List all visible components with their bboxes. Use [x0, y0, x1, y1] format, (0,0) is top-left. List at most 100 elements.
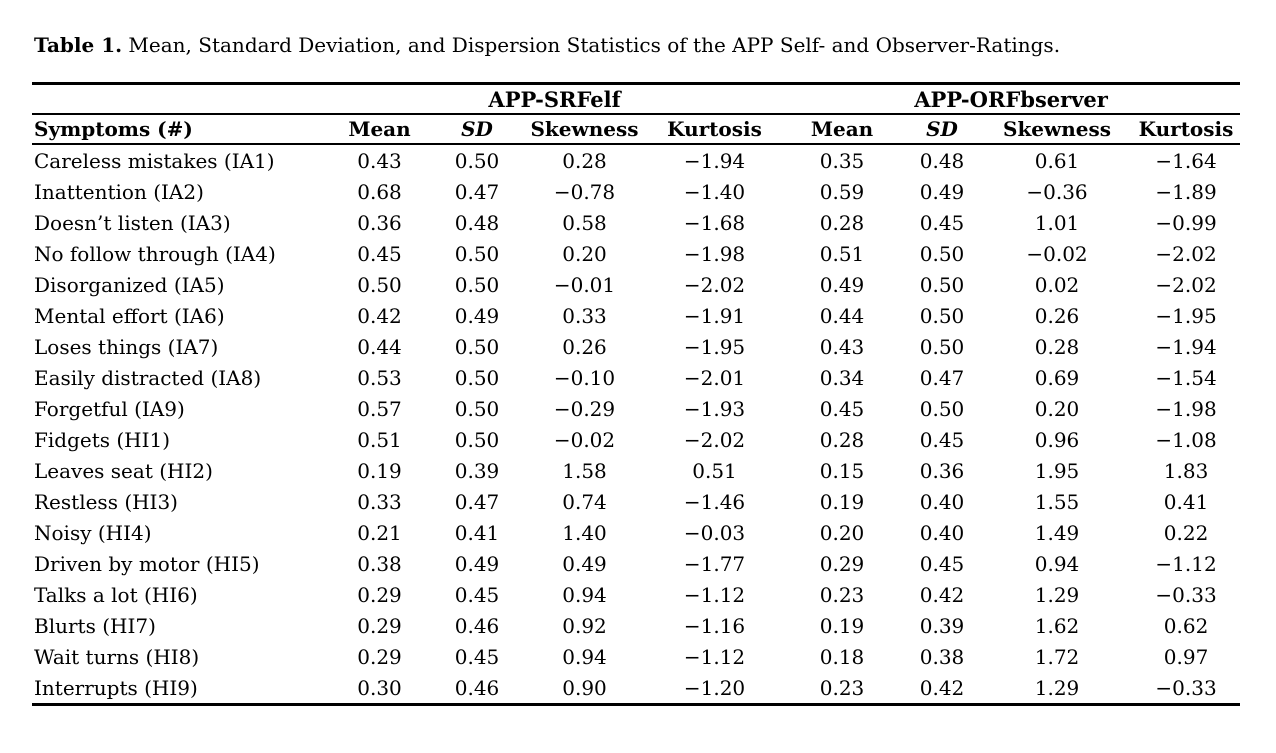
value-cell: 0.39 [454, 458, 500, 483]
value-cell: 1.01 [1034, 210, 1080, 235]
value-cell: 0.94 [1034, 551, 1080, 576]
value-cell: −1.94 [1155, 334, 1217, 359]
value-cell: 0.50 [454, 427, 500, 452]
value-cell: 0.68 [357, 179, 402, 204]
symptom-cell: Leaves seat (HI2) [34, 458, 213, 483]
value-cell: 1.55 [1034, 489, 1080, 514]
value-cell: 0.61 [1034, 148, 1080, 173]
symptom-cell: Restless (HI3) [34, 489, 178, 514]
symptom-cell: Easily distracted (IA8) [34, 365, 262, 390]
value-cell: 0.28 [1034, 334, 1080, 359]
column-header-kurtosis-observer: Kurtosis [1132, 114, 1241, 145]
value-cell: 0.43 [357, 148, 402, 173]
value-cell: −1.12 [683, 644, 746, 669]
value-cell: 0.29 [357, 582, 402, 607]
value-cell: 0.62 [1163, 613, 1209, 638]
value-cell: 0.49 [562, 551, 607, 576]
column-header-row: Symptoms (#) Mean SD Skewness Kurtosis M… [32, 114, 1241, 145]
symptom-cell: Noisy (HI4) [34, 520, 152, 545]
value-cell: −0.03 [683, 520, 746, 545]
symptom-cell: Loses things (IA7) [34, 334, 219, 359]
symptom-cell: Careless mistakes (IA1) [34, 148, 275, 173]
value-cell: 0.97 [1163, 644, 1209, 669]
value-cell: −1.40 [683, 179, 746, 204]
value-cell: −1.12 [1155, 551, 1217, 576]
table-caption: Table 1. Mean, Standard Deviation, and D… [34, 32, 1240, 58]
value-cell: 0.50 [919, 303, 965, 328]
value-cell: −2.01 [683, 365, 746, 390]
value-cell: −1.95 [683, 334, 746, 359]
value-cell: 0.53 [357, 365, 402, 390]
value-cell: 0.15 [819, 458, 865, 483]
value-cell: 0.58 [562, 210, 607, 235]
value-cell: 0.50 [454, 148, 500, 173]
value-cell: 0.48 [454, 210, 500, 235]
value-cell: 0.41 [1163, 489, 1209, 514]
symptom-cell: Forgetful (IA9) [34, 396, 185, 421]
value-cell: 0.45 [919, 427, 965, 452]
value-cell: 1.29 [1034, 675, 1080, 700]
group-header-spacer [32, 83, 327, 115]
value-cell: 0.43 [819, 334, 865, 359]
value-cell: 0.50 [454, 365, 500, 390]
value-cell: 0.40 [919, 520, 965, 545]
value-cell: 1.62 [1034, 613, 1080, 638]
table-row: Wait turns (HI8) 0.29 0.45 0.94 −1.12 0.… [32, 641, 1240, 672]
value-cell: 0.50 [454, 396, 500, 421]
symptom-cell: Inattention (IA2) [34, 179, 204, 204]
table-row: Interrupts (HI9) 0.30 0.46 0.90 −1.20 0.… [32, 672, 1240, 705]
value-cell: 0.50 [919, 396, 965, 421]
value-cell: 1.49 [1034, 520, 1080, 545]
value-cell: 1.72 [1034, 644, 1080, 669]
value-cell: 0.49 [454, 303, 500, 328]
value-cell: 0.45 [919, 210, 965, 235]
value-cell: 0.57 [357, 396, 402, 421]
value-cell: 0.42 [357, 303, 402, 328]
value-cell: 1.83 [1163, 458, 1209, 483]
value-cell: −1.95 [1155, 303, 1217, 328]
table-row: Doesn’t listen (IA3) 0.36 0.48 0.58 −1.6… [32, 207, 1240, 238]
value-cell: −1.98 [683, 241, 746, 266]
value-cell: −1.89 [1155, 179, 1217, 204]
value-cell: 0.42 [919, 675, 965, 700]
value-cell: 0.21 [357, 520, 402, 545]
table-body: Careless mistakes (IA1) 0.43 0.50 0.28 −… [32, 144, 1240, 705]
symptom-cell: Blurts (HI7) [34, 613, 156, 638]
value-cell: −1.12 [683, 582, 746, 607]
statistics-table: APP-SRFelf APP-ORFbserver Symptoms (#) M… [32, 82, 1241, 706]
value-cell: 0.38 [357, 551, 402, 576]
table-row: Loses things (IA7) 0.44 0.50 0.26 −1.95 … [32, 331, 1240, 362]
value-cell: 0.51 [692, 458, 737, 483]
value-cell: 0.69 [1034, 365, 1080, 390]
table-caption-label: Table 1. [34, 33, 123, 57]
value-cell: −1.20 [683, 675, 746, 700]
value-cell: 0.02 [1034, 272, 1080, 297]
symptom-cell: Driven by motor (HI5) [34, 551, 260, 576]
value-cell: 0.20 [1034, 396, 1080, 421]
value-cell: −0.33 [1155, 675, 1217, 700]
table-row: Easily distracted (IA8) 0.53 0.50 −0.10 … [32, 362, 1240, 393]
value-cell: −0.02 [1026, 241, 1088, 266]
value-cell: 0.51 [819, 241, 865, 266]
value-cell: 0.49 [819, 272, 865, 297]
value-cell: 0.33 [357, 489, 402, 514]
value-cell: 0.50 [454, 334, 500, 359]
table-row: Inattention (IA2) 0.68 0.47 −0.78 −1.40 … [32, 176, 1240, 207]
value-cell: 0.28 [562, 148, 607, 173]
column-header-sd-self: SD [432, 114, 522, 145]
value-cell: 0.50 [454, 272, 500, 297]
value-cell: −0.78 [553, 179, 616, 204]
value-cell: 1.29 [1034, 582, 1080, 607]
value-cell: 0.90 [562, 675, 607, 700]
symptom-cell: No follow through (IA4) [34, 241, 276, 266]
value-cell: 0.36 [357, 210, 402, 235]
group-header-observer-rating: APP-ORFbserver [782, 83, 1241, 115]
value-cell: 0.46 [454, 675, 500, 700]
value-cell: 0.22 [1163, 520, 1209, 545]
value-cell: 0.44 [357, 334, 402, 359]
table-row: Leaves seat (HI2) 0.19 0.39 1.58 0.51 0.… [32, 455, 1240, 486]
value-cell: 0.19 [819, 489, 865, 514]
table-row: Disorganized (IA5) 0.50 0.50 −0.01 −2.02… [32, 269, 1240, 300]
symptom-cell: Doesn’t listen (IA3) [34, 210, 231, 235]
value-cell: 0.49 [919, 179, 965, 204]
